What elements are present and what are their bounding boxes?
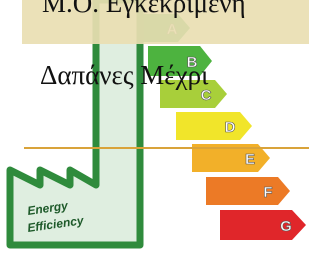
- page: ABCDEFGEnergyEfficiency Μ.Ο. Εγκεκριμένη…: [0, 0, 309, 263]
- rating-letter: G: [280, 218, 292, 235]
- divider: [24, 147, 309, 149]
- header-band: Μ.Ο. Εγκεκριμένη: [22, 0, 309, 44]
- section-label: Δαπάνες Μέχρι: [40, 60, 208, 91]
- rating-letter: D: [225, 119, 236, 136]
- header-title: Μ.Ο. Εγκεκριμένη: [42, 0, 246, 19]
- rating-letter: F: [263, 184, 272, 201]
- rating-letter: E: [245, 151, 255, 168]
